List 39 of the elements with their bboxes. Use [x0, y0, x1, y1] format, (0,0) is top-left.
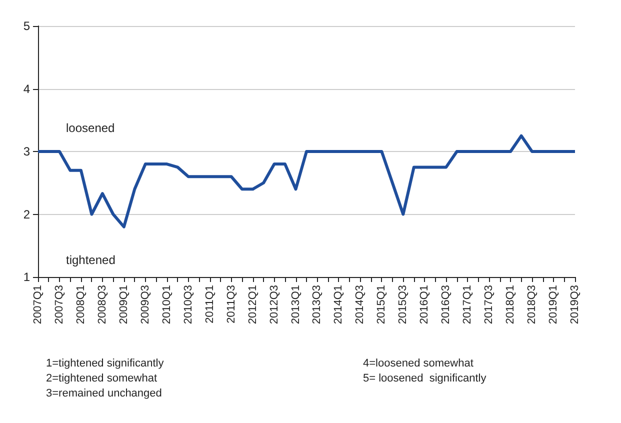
- x-tick-label: 2014Q1: [332, 285, 345, 324]
- x-tick-label: 2019Q3: [569, 285, 581, 324]
- x-tick-label: 2007Q3: [53, 285, 66, 324]
- x-tick-label: 2008Q1: [74, 285, 87, 324]
- text: 4=loosened somewhat: [363, 358, 474, 370]
- x-tick-label: 2010Q3: [182, 285, 194, 324]
- x-tick-label: 2017Q1: [462, 285, 474, 324]
- x-tick-label: 2011Q1: [204, 285, 216, 324]
- x-tick-label: 2018Q1: [504, 285, 517, 324]
- x-tick-label: 2007Q1: [32, 285, 44, 324]
- x-tick-label: 2015Q3: [397, 285, 410, 324]
- x-tick-label: 2010Q1: [160, 285, 173, 324]
- y-tick-label: 1: [23, 270, 30, 284]
- y-tick-label: 5: [23, 19, 30, 33]
- text: 2=tightened somewhat: [46, 372, 157, 384]
- y-tick-label: 2: [23, 207, 30, 222]
- x-tick-label: 2015Q1: [376, 285, 388, 324]
- y-tick-label: 3: [23, 144, 30, 158]
- x-tick-label: 2019Q1: [548, 285, 560, 324]
- x-tick-label: 2013Q1: [290, 285, 302, 324]
- x-tick-label: 2013Q3: [311, 285, 324, 324]
- text: 5= loosened significantly: [363, 372, 487, 384]
- x-tick-label: 2012Q1: [246, 285, 259, 324]
- x-tick-label: 2017Q3: [483, 285, 496, 324]
- x-tick-label: 2018Q3: [526, 285, 538, 324]
- text: 1=tightened significantly: [46, 358, 164, 370]
- x-tick-label: 2011Q3: [225, 285, 238, 324]
- annotation: loosened: [66, 121, 115, 135]
- x-tick-label: 2016Q3: [440, 285, 452, 324]
- annotation: tightened: [66, 253, 116, 267]
- x-tick-label: 2009Q3: [139, 285, 152, 324]
- x-tick-label: 2014Q3: [354, 285, 366, 324]
- y-tick-label: 4: [23, 82, 30, 96]
- x-tick-label: 2012Q3: [268, 285, 280, 324]
- x-tick-label: 2008Q3: [96, 285, 108, 324]
- x-tick-label: 2009Q1: [118, 285, 130, 324]
- text: 3=remained unchanged: [46, 388, 162, 400]
- x-tick-label: 2016Q1: [418, 285, 431, 324]
- line-series: [36, 134, 576, 228]
